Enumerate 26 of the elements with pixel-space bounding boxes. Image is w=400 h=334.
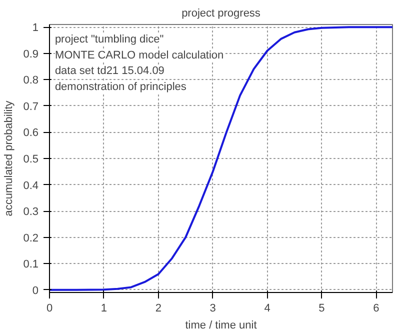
x-tick-label: 1 xyxy=(100,302,108,314)
x-tick-label: 0 xyxy=(46,302,53,314)
x-tick-label: 4 xyxy=(264,302,270,314)
y-tick-label: 0.6 xyxy=(23,127,39,140)
x-tick-label: 2 xyxy=(155,302,162,314)
annotation: project "tumbling dice" xyxy=(54,34,164,46)
y-tick-label: 0.4 xyxy=(23,180,39,192)
y-tick-label: 0 xyxy=(32,284,39,297)
y-tick-label: 0.8 xyxy=(23,74,39,87)
y-tick-label: 0.7 xyxy=(23,100,39,113)
chart-title: project progress xyxy=(182,8,261,20)
annotation: demonstration of principles xyxy=(54,80,187,93)
y-tick-label: 0.1 xyxy=(23,258,39,271)
y-tick-label: 0.2 xyxy=(23,232,39,244)
y-tick-label: 0.3 xyxy=(23,206,39,218)
y-tick-label: 1 xyxy=(32,22,39,34)
line-series xyxy=(50,26,392,291)
x-tick-label: 5 xyxy=(318,302,325,314)
annotation: MONTE CARLO model calculation xyxy=(54,49,224,62)
x-tick-label: 3 xyxy=(210,302,216,314)
y-tick-label: 0.9 xyxy=(23,48,39,60)
x-axis-title: time / time unit xyxy=(185,320,257,332)
annotation: data set td21 15.04.09 xyxy=(54,65,164,78)
y-axis-title: accumulated probability xyxy=(3,100,16,216)
y-tick-label: 0.5 xyxy=(23,154,39,166)
x-tick-label: 6 xyxy=(373,302,380,314)
